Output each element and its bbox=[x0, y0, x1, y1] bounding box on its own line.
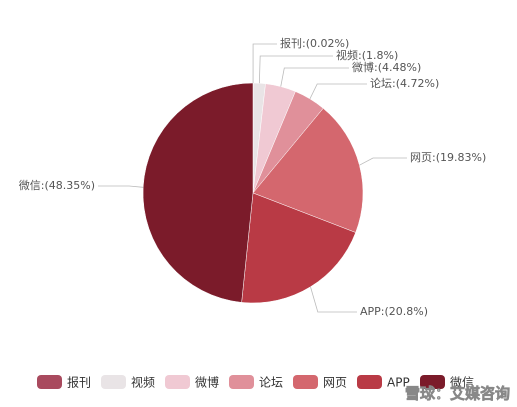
legend-label: 报刊 bbox=[67, 375, 91, 390]
pie-slice bbox=[241, 192, 356, 304]
slice-label: 微信:(48.35%) bbox=[19, 178, 95, 192]
pie-slice bbox=[142, 82, 254, 303]
legend-label: 论坛 bbox=[259, 376, 283, 390]
legend-label: 微博 bbox=[195, 375, 219, 390]
slice-label: 视频:(1.8%) bbox=[336, 48, 398, 62]
leader-line bbox=[310, 286, 357, 313]
legend-swatch bbox=[293, 375, 318, 389]
leader-line bbox=[258, 55, 333, 84]
legend-swatch bbox=[37, 375, 62, 389]
slice-label: 网页:(19.83%) bbox=[410, 151, 486, 164]
legend-swatch bbox=[165, 375, 190, 389]
leader-line bbox=[309, 83, 367, 100]
slice-label: 微博:(4.48%) bbox=[352, 60, 421, 74]
legend-label: APP bbox=[387, 376, 410, 390]
legend-label: 视频 bbox=[131, 375, 155, 390]
pie-slice bbox=[252, 107, 364, 233]
legend-label: 网页 bbox=[323, 376, 347, 390]
leader-line bbox=[359, 157, 407, 166]
legend-label: 微信 bbox=[450, 376, 474, 390]
leader-line bbox=[98, 185, 144, 188]
legend: 报刊 视频 微博 论坛 网页 APP 微信 bbox=[37, 375, 474, 390]
slice-labels: 报刊:(0.02%)视频:(1.8%)微博:(4.48%) 论坛:(4.72%) 网… bbox=[19, 36, 486, 318]
leader-line bbox=[280, 67, 349, 87]
slice-label: 报刊:(0.02%) bbox=[280, 36, 349, 50]
watermark: 雪球：艾媒咨询 bbox=[405, 385, 510, 403]
slice-label: APP:(20.8%) bbox=[360, 305, 428, 318]
legend-swatch bbox=[101, 375, 126, 389]
legend-swatch bbox=[229, 375, 254, 389]
legend-swatch bbox=[357, 375, 382, 389]
leader-line bbox=[252, 43, 277, 84]
legend-swatch bbox=[420, 375, 445, 389]
slice-label: 论坛:(4.72%) bbox=[370, 76, 439, 90]
pie bbox=[142, 82, 364, 304]
